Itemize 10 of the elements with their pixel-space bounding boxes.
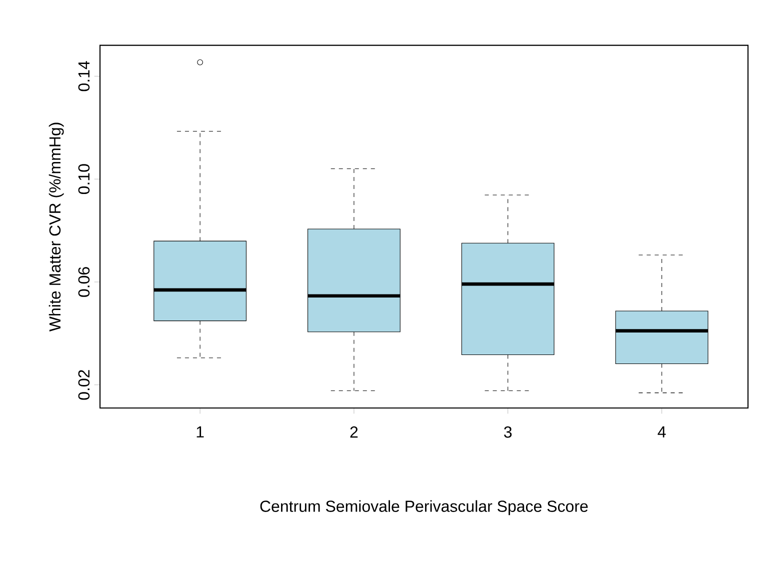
y-tick-label: 0.10 xyxy=(78,164,90,194)
x-axis-title: Centrum Semiovale Perivascular Space Score xyxy=(260,500,588,515)
x-tick-label: 1 xyxy=(196,426,204,438)
x-tick-label: 2 xyxy=(350,426,358,438)
x-tick-label: 4 xyxy=(658,426,666,438)
y-tick-label: 0.02 xyxy=(78,370,90,400)
y-tick-label: 0.06 xyxy=(78,266,90,297)
x-tick-label: 3 xyxy=(504,426,512,438)
y-axis-title: White Matter CVR (%/mmHg) xyxy=(48,122,64,332)
y-tick-label: 0.14 xyxy=(78,60,90,91)
